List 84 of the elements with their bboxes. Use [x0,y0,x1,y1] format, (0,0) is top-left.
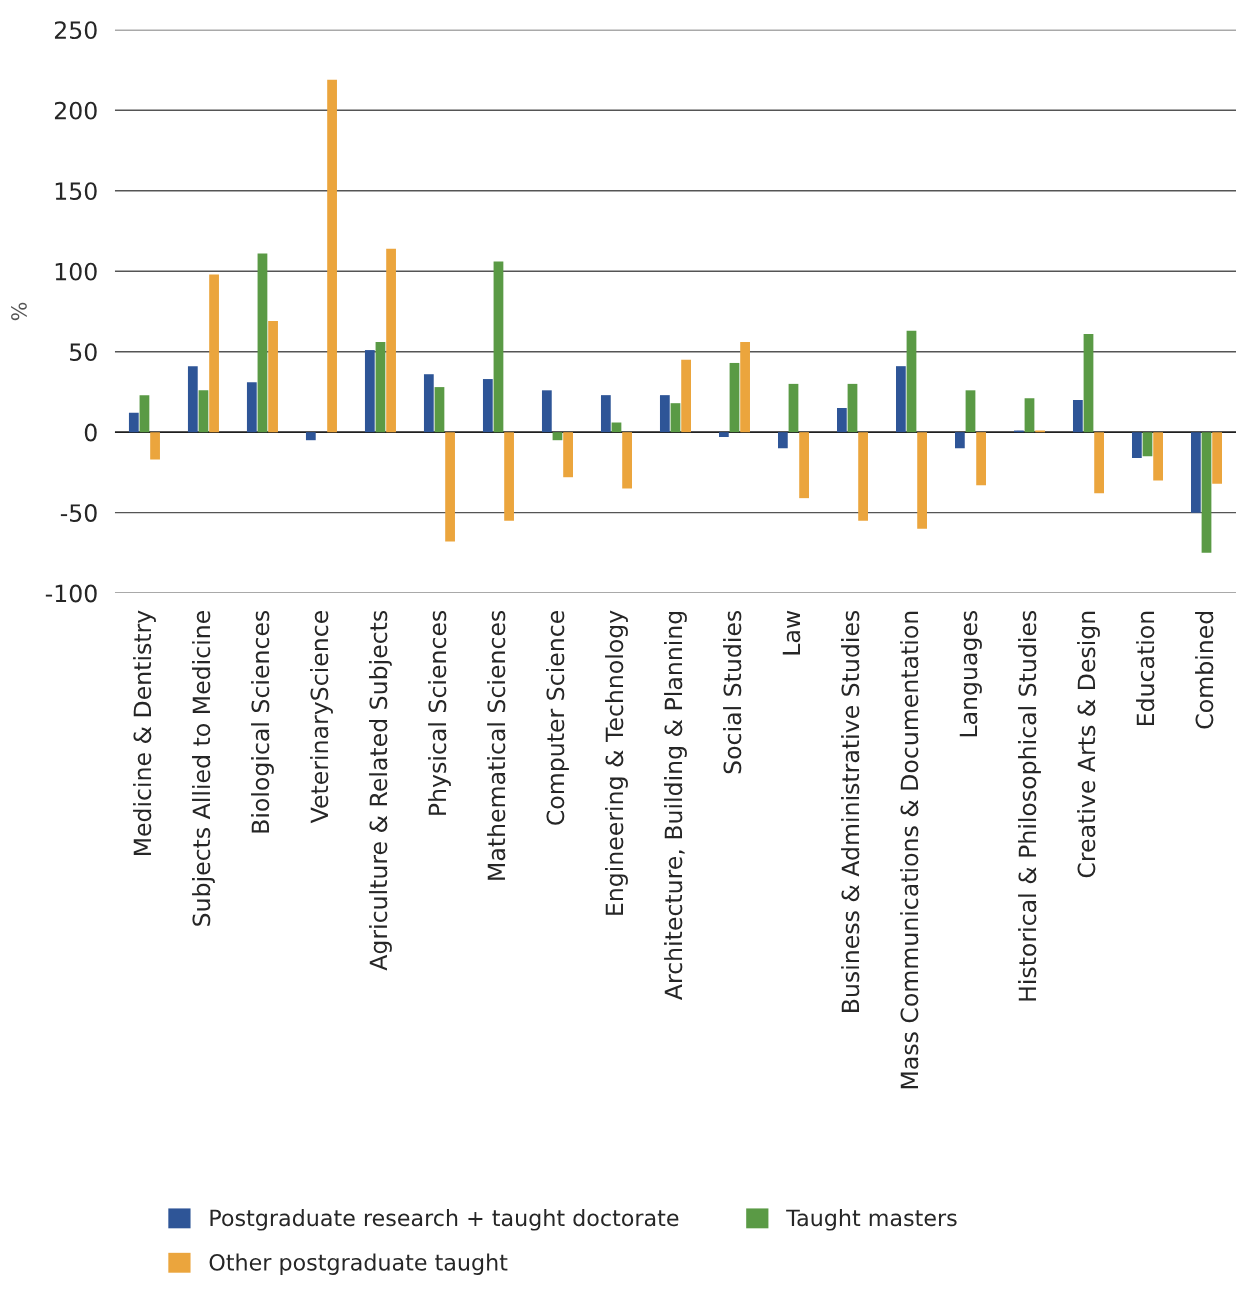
bar [659,395,670,433]
x-tick-label: Mass Communications & Documentation [900,611,919,1089]
bar [563,432,573,478]
y-tick-label: 50 [70,343,97,361]
bar [681,359,691,433]
x-tick-label: Medicine & Dentistry [133,610,156,856]
bar [906,330,917,433]
bar [1190,432,1201,513]
bar [482,379,493,433]
bar [1024,398,1035,433]
y-tick-label: 0 [84,423,97,442]
y-tick-label: 150 [55,182,97,201]
bar [799,432,809,499]
y-tick-label: 200 [54,101,97,120]
bar [1153,432,1163,481]
bar [150,432,160,460]
bar [375,342,386,433]
bar [268,321,278,433]
bar [965,390,976,433]
x-tick-label: Architecture, Building & Planning [664,611,687,1001]
bar [1094,432,1104,494]
bar [729,362,740,433]
x-tick-label: Biological Sciences [251,610,274,833]
bar [504,432,514,521]
bar [386,248,396,433]
bar [976,432,986,486]
bar [493,261,504,433]
bar [670,403,681,433]
bar [434,387,445,433]
bar [1212,432,1222,484]
bar [305,432,316,441]
x-tick-label: Engineering & Technology [605,610,628,915]
bar [1072,399,1083,433]
x-tick-label: VeterinaryScience [310,611,333,824]
bar [777,432,788,449]
bar [740,342,750,433]
y-tick-label: -100 [45,584,97,603]
bar [788,383,799,433]
bar [1131,432,1142,458]
bar [541,390,552,433]
bar [364,350,375,433]
bar [917,432,927,529]
y-tick-label: -50 [60,504,97,522]
legend-label: Taught masters [786,1209,957,1231]
bar [187,366,198,433]
bar [895,366,906,433]
bar [139,395,150,433]
x-tick-label: Law [782,610,801,655]
x-tick-label: Creative Arts & Design [1077,611,1100,878]
x-tick-label: Languages [959,610,982,737]
bar [718,432,729,437]
bar [836,408,847,433]
x-tick-label: Agriculture & Related Subjects [369,610,392,971]
y-tick-label: 250 [54,21,97,40]
bar [954,432,965,449]
bar [1142,432,1153,457]
bar [257,253,268,433]
x-tick-label: Social Studies [723,610,742,774]
bar [246,382,257,433]
bar [1201,432,1212,553]
bar [128,412,139,433]
bar [600,395,611,433]
bar [198,390,209,433]
bar [552,432,563,441]
bar [209,274,219,433]
x-tick-label: Business & Administrative Studies [841,610,860,1012]
bar [622,432,632,489]
x-tick-label: Combined [1195,611,1214,729]
x-tick-label: Historical & Philosophical Studies [1018,610,1041,1001]
bar [858,432,868,521]
legend-label: Postgraduate research + taught doctorate [210,1209,679,1231]
bar [327,79,337,433]
bar [1083,333,1094,433]
x-tick-label: Computer Science [546,611,569,825]
x-tick-label: Mathematical Sciences [487,610,506,880]
y-tick-label: 100 [55,262,97,281]
y-axis-title: % [11,302,27,321]
bar [847,383,858,433]
bar [445,432,455,542]
legend-label: Other postgraduate taught [209,1253,508,1275]
x-tick-label: Education [1136,611,1155,726]
bar [423,374,434,433]
x-tick-label: Physical Sciences [428,610,451,815]
x-tick-label: Subjects Allied to Medicine [192,611,215,926]
